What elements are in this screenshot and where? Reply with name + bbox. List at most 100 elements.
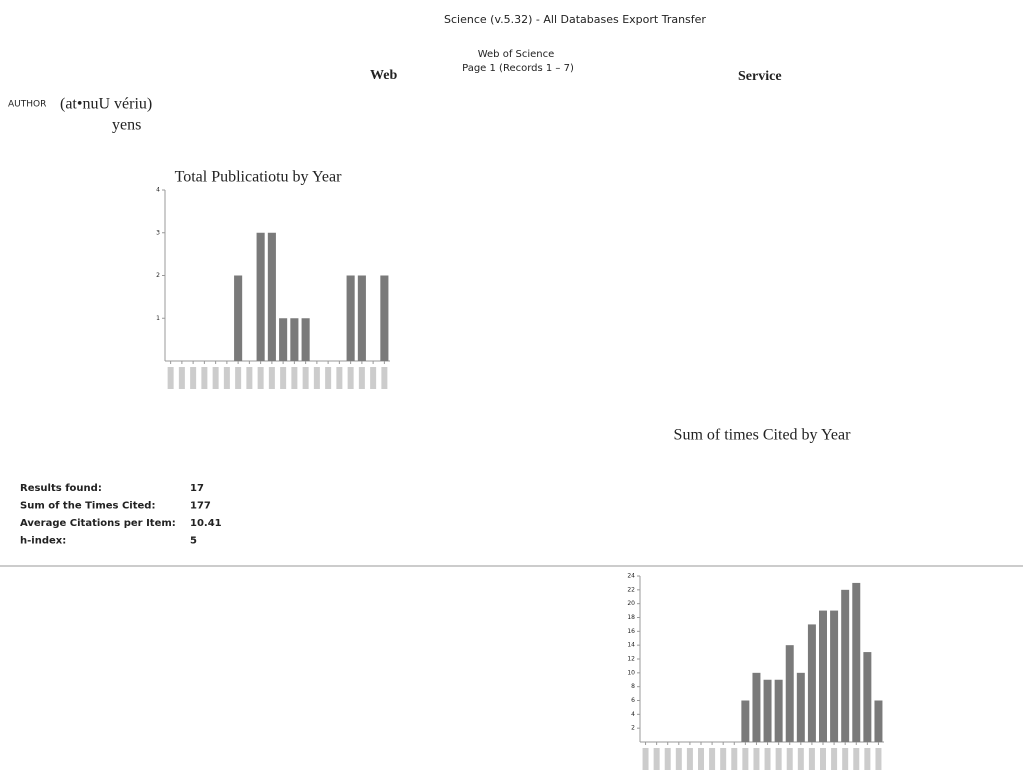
bar — [380, 275, 389, 361]
x-label-smudge — [358, 367, 365, 389]
y-tick-label: 24 — [627, 573, 635, 580]
x-label-smudge — [653, 748, 660, 770]
bar — [301, 318, 310, 361]
y-tick-label: 8 — [631, 683, 635, 690]
x-label-smudge — [797, 748, 804, 770]
y-tick-label: 3 — [156, 229, 160, 236]
summary-label: h-index: — [20, 536, 66, 547]
y-tick-label: 2 — [631, 725, 635, 732]
bar — [807, 624, 816, 742]
header-right: Service — [738, 69, 782, 84]
x-label-smudge — [820, 748, 826, 770]
y-tick-label: 4 — [631, 711, 635, 718]
x-label-smudge — [381, 367, 388, 389]
x-label-smudge — [313, 367, 320, 389]
bar — [357, 275, 366, 361]
summary-value: 5 — [190, 536, 197, 547]
y-tick-label: 10 — [627, 669, 635, 676]
x-label-smudge — [775, 748, 782, 770]
report-subtitle: Web of Science — [478, 49, 555, 60]
x-label-smudge — [370, 367, 377, 389]
x-label-smudge — [257, 367, 264, 389]
bar — [874, 700, 883, 742]
x-label-smudge — [720, 748, 727, 770]
x-label-smudge — [223, 367, 230, 389]
author-name: (at•nuU vériu) — [60, 96, 152, 113]
x-label-smudge — [212, 367, 219, 389]
bar — [852, 582, 861, 742]
x-label-smudge — [325, 367, 332, 389]
bar — [819, 610, 827, 742]
bar — [774, 679, 783, 742]
x-label-smudge — [167, 367, 174, 389]
bar — [346, 275, 355, 361]
x-label-smudge — [742, 748, 749, 770]
summary-value: 177 — [190, 501, 211, 512]
summary-label: Average Citations per Item: — [20, 518, 176, 529]
x-label-smudge — [246, 367, 253, 389]
bar — [234, 275, 243, 361]
x-label-smudge — [280, 367, 287, 389]
bar — [256, 232, 265, 361]
x-label-smudge — [831, 748, 838, 770]
page-info: Page 1 (Records 1 – 7) — [462, 63, 574, 74]
bar — [763, 679, 772, 742]
x-label-smudge — [764, 748, 771, 770]
bar — [863, 652, 872, 742]
bar — [796, 672, 805, 742]
y-tick-label: 22 — [627, 586, 635, 593]
x-label-smudge — [291, 367, 298, 389]
x-label-smudge — [786, 748, 793, 770]
author-label: AUTHOR — [8, 100, 46, 110]
bar — [785, 645, 794, 742]
x-label-smudge — [268, 367, 275, 389]
header-left: Web — [370, 68, 397, 83]
summary-label: Sum of the Times Cited: — [20, 501, 155, 512]
x-label-smudge — [875, 748, 882, 770]
y-tick-label: 4 — [156, 187, 160, 194]
y-tick-label: 6 — [631, 697, 635, 704]
x-label-smudge — [336, 367, 343, 389]
author-line: yens — [112, 117, 141, 134]
summary-value: 10.41 — [190, 518, 222, 529]
y-tick-label: 1 — [156, 315, 160, 322]
y-tick-label: 2 — [156, 272, 160, 279]
x-label-smudge — [709, 748, 716, 770]
summary-value: 17 — [190, 483, 204, 494]
x-label-smudge — [302, 367, 309, 389]
bar — [290, 318, 299, 361]
y-tick-label: 12 — [627, 656, 635, 663]
x-label-smudge — [235, 367, 242, 389]
summary-label: Results found: — [20, 483, 102, 494]
report-title: Science (v.5.32) - All Databases Export … — [444, 13, 706, 26]
bar — [830, 610, 839, 742]
x-label-smudge — [808, 748, 815, 770]
bar — [279, 318, 288, 361]
y-tick-label: 20 — [627, 600, 635, 607]
x-label-smudge — [731, 748, 738, 770]
bar — [841, 589, 850, 742]
x-label-smudge — [347, 367, 354, 389]
y-tick-label: 14 — [627, 642, 635, 649]
y-tick-label: 18 — [627, 614, 635, 621]
y-tick-label: 16 — [627, 628, 635, 635]
bar — [752, 672, 761, 742]
bar — [741, 700, 750, 742]
x-label-smudge — [864, 748, 871, 770]
chart-title: Total Publicatiotu by Year — [175, 169, 343, 186]
x-label-smudge — [642, 748, 649, 770]
x-label-smudge — [190, 367, 197, 389]
x-label-smudge — [178, 367, 185, 389]
bar — [267, 232, 276, 361]
x-label-smudge — [201, 367, 208, 389]
chart-title: Sum of times Cited by Year — [674, 427, 852, 444]
x-label-smudge — [853, 748, 860, 770]
x-label-smudge — [686, 748, 693, 770]
x-label-smudge — [753, 748, 760, 770]
x-label-smudge — [698, 748, 704, 770]
x-label-smudge — [842, 748, 849, 770]
x-label-smudge — [664, 748, 671, 770]
x-label-smudge — [675, 748, 682, 770]
